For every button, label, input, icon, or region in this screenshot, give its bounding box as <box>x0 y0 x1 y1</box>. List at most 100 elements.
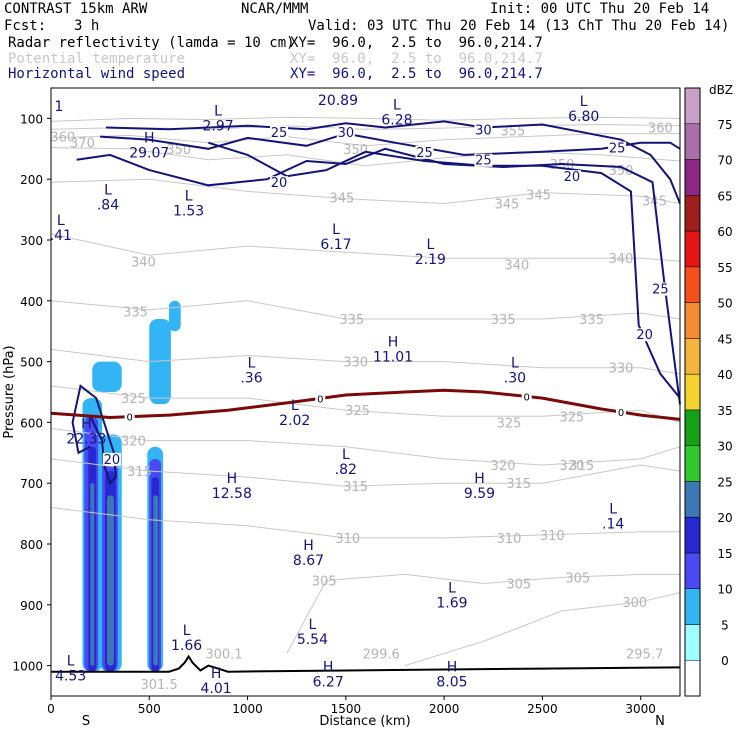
extremum-value: .84 <box>97 197 119 213</box>
wind-label-bg <box>102 452 121 466</box>
y-tick-label: 100 <box>20 112 43 126</box>
y-axis-title: Pressure (hPa) <box>2 345 17 438</box>
theta-contour-label: 310 <box>335 532 360 547</box>
freezing-label-bg <box>616 407 627 418</box>
x-tick-label: 2000 <box>429 702 460 716</box>
theta-contour-label: 340 <box>131 255 156 270</box>
y-tick-label: 200 <box>20 173 43 187</box>
colorbar-swatch <box>684 123 701 160</box>
colorbar-tick-label: 60 <box>717 225 732 239</box>
terrain-layer <box>51 654 681 673</box>
colorbar-swatch <box>684 230 701 268</box>
low-marker: L <box>426 237 434 253</box>
freezing-level-label: 0 <box>618 408 624 419</box>
field-name-reflectivity: Radar reflectivity (lamda = 10 cm) <box>8 35 295 51</box>
colorbar-tick-label: 20 <box>717 511 732 525</box>
theta-contour-label: 330 <box>343 356 368 371</box>
theta-contour-label: 315 <box>127 465 152 480</box>
colorbar-swatch <box>684 516 701 554</box>
theta-contour-label: 335 <box>579 313 604 328</box>
low-marker: L <box>609 502 617 518</box>
colorbar-tick-label: 40 <box>717 368 732 382</box>
low-marker: L <box>104 182 112 198</box>
high-marker: H <box>474 471 485 487</box>
theta-contour-label: 315 <box>343 480 368 495</box>
extrema-layer: 1 20.89L2.97L6.28L6.80H29.07L.84L1.53L.41… <box>50 93 625 697</box>
wind-label-bg <box>474 123 493 137</box>
terrain-line <box>51 654 681 673</box>
x-tick-label: 1000 <box>232 702 263 716</box>
theta-contour-label: 345 <box>526 188 551 203</box>
theta-contour-line <box>50 348 681 375</box>
colorbar-tick-label: 65 <box>717 189 732 203</box>
extremum-value: 2.02 <box>279 413 310 429</box>
x-tick-label: 1500 <box>331 702 362 716</box>
wind-layer: 25 30 30 25 25 25 20 20 25 20 20 <box>71 120 681 486</box>
colorbar-swatch <box>684 266 701 303</box>
theta-contour-label: 360 <box>50 131 75 146</box>
high-marker: H <box>303 538 314 554</box>
theta-contour-label: 370 <box>70 137 95 152</box>
y-tick-label: 900 <box>20 599 43 613</box>
low-marker: L <box>342 447 350 463</box>
theta-contour-label: 335 <box>123 306 148 321</box>
wind-contour-label: 25 <box>271 126 288 141</box>
theta-contour-line <box>50 428 681 466</box>
extremum-value: .41 <box>50 228 72 244</box>
plot-frame <box>50 87 681 697</box>
low-marker: L <box>511 356 519 372</box>
theta-contour-label: 345 <box>495 198 520 213</box>
colorbar-swatch <box>684 338 701 375</box>
theta-contour-line <box>50 133 680 147</box>
y-tick-label: 500 <box>20 356 43 370</box>
extremum-value: 2.19 <box>415 252 446 268</box>
wind-label-bg <box>562 170 581 184</box>
wind-contour-label: 30 <box>338 126 355 141</box>
colorbar-swatch <box>684 159 701 196</box>
theta-contour-line <box>50 178 681 205</box>
wind-contour-line <box>105 120 681 204</box>
extremum-value: 8.05 <box>436 675 467 691</box>
extremum-value: 1.66 <box>171 638 202 654</box>
colorbar-swatch <box>684 195 701 232</box>
colorbar-tick-label: 30 <box>717 440 732 454</box>
high-marker: H <box>323 660 334 676</box>
theta-contour-label: 340 <box>609 252 634 267</box>
theta-contour-label: 299.6 <box>363 647 400 662</box>
high-marker: H <box>211 666 222 682</box>
extremum-value: 2.97 <box>202 118 233 134</box>
wind-label-bg <box>474 153 493 167</box>
colorbar-tick-label: 25 <box>717 475 732 489</box>
theta-contour-label: 315 <box>569 459 594 474</box>
reflectivity-layer <box>82 300 181 672</box>
colorbar-tick-label: 0 <box>721 654 729 668</box>
theta-contour-line <box>50 300 681 320</box>
extremum-value: 4.01 <box>201 681 232 697</box>
colorbar-tick-label: 50 <box>717 297 732 311</box>
theta-contour-line <box>50 507 680 539</box>
extremum-value: 5.54 <box>297 632 328 648</box>
colorbar-frame <box>684 87 701 697</box>
extremum-value: 20.89 <box>318 93 358 109</box>
low-marker: L <box>214 103 222 119</box>
high-marker: H <box>144 131 155 147</box>
y-tick-label: 1000 <box>12 660 43 674</box>
colorbar-tick-label: 75 <box>717 118 732 132</box>
colorbar-swatch <box>684 659 701 697</box>
theta-contour-label: 305 <box>506 578 531 593</box>
colorbar-tick-label: 70 <box>717 154 732 168</box>
theta-contour-label: 325 <box>345 404 370 419</box>
high-marker: H <box>81 416 92 432</box>
freezing-label-bg <box>124 411 135 422</box>
theta-contour-label: 355 <box>501 125 526 140</box>
extremum-value: .36 <box>240 371 262 387</box>
theta-contour-label: 335 <box>491 313 516 328</box>
theta-contour-label: 310 <box>497 532 522 547</box>
theta-contour-label: 350 <box>166 143 191 158</box>
wind-contour-label: 30 <box>475 123 492 138</box>
extremum-value: 22.33 <box>66 431 106 447</box>
colorbar-swatch <box>684 302 701 339</box>
colorbar-unit: dBZ <box>709 83 733 97</box>
